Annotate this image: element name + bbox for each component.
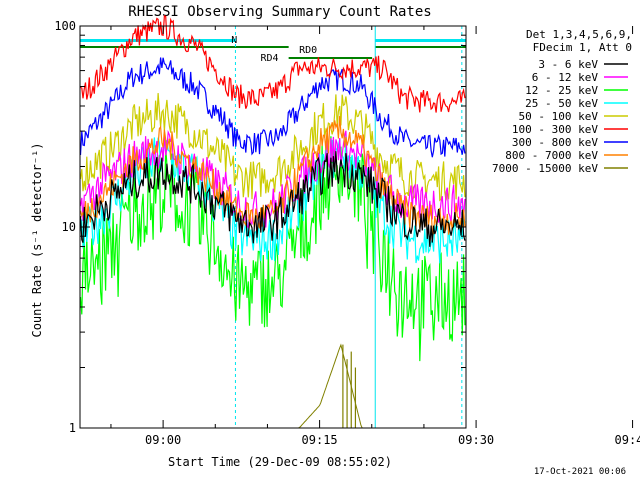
x-tick-label: 09:00	[145, 433, 181, 447]
legend-entry: 50 - 100 keV	[519, 110, 599, 123]
legend-header: FDecim 1, Att 0	[533, 41, 632, 54]
flag-bar-rd4-b	[375, 46, 466, 48]
legend: Det 1,3,4,5,6,9,FDecim 1, Att 0 3 - 6 keV…	[492, 28, 632, 175]
series-line	[80, 14, 466, 113]
y-axis-label: Count Rate (s⁻¹ detector⁻¹)	[30, 142, 44, 337]
plot-axes: 09:0009:1509:3009:4510:0010:1510:3011010…	[54, 19, 640, 447]
y-tick-label: 10	[62, 220, 76, 234]
series-lines	[79, 14, 466, 429]
y-tick-label: 1	[69, 421, 76, 435]
legend-entry: 12 - 25 keV	[525, 84, 598, 97]
series-line	[79, 93, 466, 202]
legend-entry: 300 - 800 keV	[512, 136, 598, 149]
flag-bar-n	[80, 39, 236, 42]
x-tick-label: 09:30	[458, 433, 494, 447]
series-line	[79, 151, 466, 247]
legend-entry: 3 - 6 keV	[538, 58, 598, 71]
legend-header: Det 1,3,4,5,6,9,	[526, 28, 632, 41]
series-line	[79, 136, 466, 362]
y-tick-label: 100	[54, 19, 76, 33]
flag-label-rd4: RD4	[260, 53, 278, 64]
x-tick-label: 09:45	[615, 433, 640, 447]
legend-entry: 25 - 50 keV	[525, 97, 598, 110]
flag-bar-rd0	[288, 57, 373, 59]
flag-bar-n	[375, 39, 466, 42]
generation-timestamp: 17-Oct-2021 00:06	[534, 467, 626, 477]
chart-title: RHESSI Observing Summary Count Rates	[128, 4, 431, 20]
legend-entry: 100 - 300 keV	[512, 123, 598, 136]
flag-label-n: N	[231, 35, 237, 46]
legend-entry: 6 - 12 keV	[532, 71, 599, 84]
flag-label-rd0: RD0	[299, 45, 317, 56]
x-axis-label: Start Time (29-Dec-09 08:55:02)	[168, 455, 392, 469]
x-tick-label: 09:15	[302, 433, 338, 447]
legend-entry: 7000 - 15000 keV	[492, 162, 598, 175]
series-line	[79, 115, 466, 236]
series-line	[79, 57, 466, 158]
legend-entry: 800 - 7000 keV	[505, 149, 598, 162]
